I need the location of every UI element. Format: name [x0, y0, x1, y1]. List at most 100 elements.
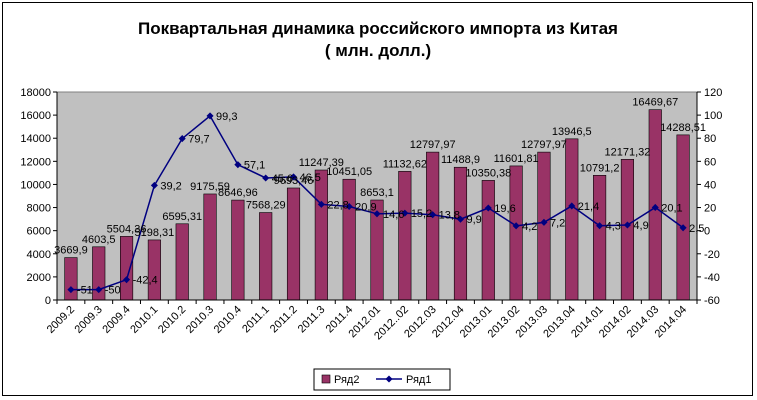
line-data-label: 7,2: [550, 217, 565, 229]
line-point: [262, 174, 270, 182]
line-point: [234, 161, 242, 169]
legend-line-marker: [385, 375, 393, 383]
bar: [314, 169, 328, 301]
bar-data-label: 11132,62: [383, 158, 427, 170]
bar-data-label: 11488,9: [441, 154, 480, 166]
bar-data-label: 10791,2: [580, 162, 620, 174]
bar: [203, 193, 217, 301]
bar: [565, 138, 579, 301]
right-tick-label: -40: [704, 272, 720, 284]
bar-data-label: 16469,67: [632, 97, 678, 109]
left-tick-label: 6000: [27, 226, 51, 238]
bar-data-label: 3669,9: [54, 245, 88, 257]
line-data-label: 4,2: [522, 221, 537, 233]
line-data-label: 22,8: [327, 199, 348, 211]
line-point: [345, 202, 353, 211]
bar-data-label: 7568,29: [246, 200, 286, 212]
bar: [64, 257, 78, 301]
bar-data-label: 5504,36: [107, 223, 147, 235]
line-data-label: 15,2: [411, 208, 432, 220]
bar-data-label: 8646,96: [218, 187, 258, 199]
right-tick-label: -60: [704, 295, 720, 307]
line-point: [401, 209, 409, 217]
bar: [676, 134, 690, 301]
line-data-labels: -51 -50 -42,4 39,2 79,7 99,3 57,1 45,6 46,5 22,8 2…: [77, 111, 704, 297]
x-tick-label: 2011.1: [240, 304, 272, 336]
left-axis: 0 2000 4000 6000 8000 10000 12000 14000 16000 180…: [20, 87, 58, 307]
x-tick-label: 2011.2: [268, 304, 300, 336]
line-data-label: 9,9: [466, 214, 481, 226]
line-point: [540, 218, 548, 226]
x-tick-label: 2009.2: [45, 304, 77, 336]
left-tick-label: 10000: [20, 179, 51, 191]
x-tick-label: 2009.4: [100, 304, 132, 336]
x-tick-label: 2010.3: [184, 304, 216, 336]
line-data-label: 20,9: [355, 202, 376, 214]
bar-series: [64, 109, 690, 301]
bar-data-label: 10350,38: [465, 167, 511, 179]
bar: [120, 236, 134, 301]
left-tick-label: 0: [45, 295, 51, 307]
line-data-label: 39,2: [160, 180, 181, 192]
bar-data-label: 13946,5: [552, 126, 592, 138]
line-point: [512, 222, 520, 230]
line-data-label: 46,5: [300, 172, 321, 184]
chart-title: Поквартальная динамика российского импор…: [138, 19, 618, 38]
bar: [481, 180, 495, 301]
line-data-label: 2,5: [689, 223, 704, 235]
line-point: [429, 211, 437, 219]
left-tick-label: 12000: [20, 156, 51, 168]
bar-data-label: 4603,5: [82, 234, 116, 246]
bar-data-label: 9693,46: [274, 175, 314, 187]
left-tick-label: 4000: [27, 249, 51, 261]
bar: [509, 165, 523, 301]
left-tick-label: 2000: [27, 272, 51, 284]
line-point: [651, 203, 659, 211]
right-tick-label: 120: [704, 87, 722, 99]
line-point: [123, 276, 131, 284]
line-data-label: 19,6: [494, 203, 515, 215]
line-point: [289, 173, 298, 181]
line-data-label: 20,1: [661, 202, 682, 214]
bar: [453, 166, 468, 301]
bar: [398, 171, 412, 301]
right-tick-label: 80: [704, 133, 716, 145]
line-data-label: 57,1: [244, 160, 265, 172]
legend: Ряд2 Ряд1: [313, 368, 451, 391]
line-data-label: 14,6: [383, 209, 404, 221]
line-point: [596, 222, 604, 230]
right-tick-label: 0: [704, 226, 710, 238]
bar-data-label: 11601,81: [494, 153, 539, 165]
bar-data-label: 8653,1: [360, 187, 394, 199]
bar: [342, 178, 356, 301]
x-tick-label: 2010.2: [156, 304, 188, 336]
right-tick-label: 100: [704, 110, 722, 122]
left-tick-label: 16000: [20, 110, 51, 122]
bar-data-label: 11247,39: [299, 157, 344, 169]
x-tick-label: 2009.3: [73, 304, 105, 336]
line-point: [623, 221, 631, 229]
line-point: [206, 112, 214, 120]
line-data-label: 13,8: [439, 210, 460, 222]
bar-data-label: 6595,31: [162, 211, 202, 223]
line-data-label: -42,4: [133, 275, 158, 287]
line-point: [456, 215, 465, 223]
line-series: [67, 112, 687, 294]
line-data-label: 45,6: [272, 173, 293, 185]
bar: [231, 199, 245, 301]
line-point: [484, 204, 492, 212]
legend-label-series1: Ряд1: [406, 374, 431, 386]
legend-bar-swatch: [321, 374, 331, 384]
line-point: [67, 286, 75, 294]
x-tick-label: 2011.3: [296, 304, 328, 336]
bar: [147, 239, 161, 301]
right-tick-label: 60: [704, 156, 716, 168]
line-data-label: -51: [77, 285, 93, 297]
bar: [175, 223, 189, 301]
line-data-label: -50: [105, 285, 121, 297]
right-tick-label: 40: [704, 179, 716, 191]
bar-data-label: 12797,97: [521, 139, 567, 151]
legend-label-series2: Ряд2: [334, 374, 359, 386]
